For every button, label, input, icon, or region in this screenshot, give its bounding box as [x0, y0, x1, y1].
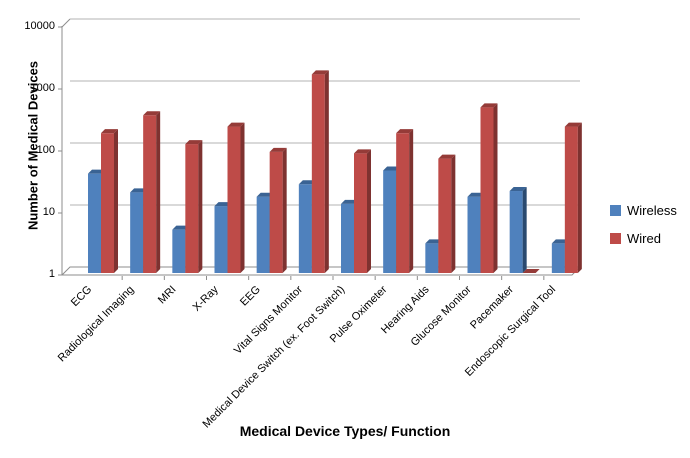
bar-top-wireless-mri — [172, 225, 190, 230]
bar-wireless-hearing-aids[interactable] — [425, 243, 439, 273]
bar-wireless-ecg[interactable] — [88, 173, 101, 273]
bar-top-wired-mri — [185, 140, 203, 145]
bar-wireless-pacemaker[interactable] — [509, 191, 523, 273]
bar-top-wired-ecg — [101, 129, 118, 134]
bar-wired-x-ray[interactable] — [227, 126, 241, 273]
bar-side-wired-eeg — [282, 147, 287, 273]
bar-wireless-mri[interactable] — [172, 229, 186, 273]
y-tick-label-10000: 10000 — [24, 20, 55, 32]
bar-wired-radiological-imaging[interactable] — [143, 115, 157, 273]
legend-label-wired: Wired — [627, 231, 661, 246]
bar-wired-eeg[interactable] — [269, 151, 283, 273]
bar-top-wireless-x-ray — [214, 202, 232, 207]
bar-wireless-endoscopic-surgical-tool[interactable] — [551, 243, 565, 273]
bar-side-wired-vital-signs-monitor — [324, 70, 329, 273]
bar-wired-endoscopic-surgical-tool[interactable] — [564, 126, 578, 273]
wall-edge-top — [61, 18, 71, 28]
bar-wired-vital-signs-monitor[interactable] — [311, 74, 325, 273]
legend-swatch-wired — [610, 233, 621, 244]
bar-top-wireless-hearing-aids — [425, 239, 443, 244]
bar-side-wired-ecg — [114, 129, 118, 273]
legend-swatch-wireless — [610, 205, 621, 216]
bar-top-wired-pulse-oximeter — [396, 129, 414, 134]
y-tick-label-1: 1 — [49, 268, 55, 280]
bar-wireless-medical-device-switch-ex-foot-switch[interactable] — [341, 203, 354, 273]
x-tick-label-x-ray: X-Ray — [191, 283, 221, 313]
bar-wireless-radiological-imaging[interactable] — [130, 192, 144, 273]
bar-top-wired-pacemaker — [522, 269, 540, 273]
bar-side-wired-mri — [198, 140, 203, 273]
bar-wireless-x-ray[interactable] — [214, 206, 228, 273]
x-tick-label-ecg: ECG — [69, 284, 94, 309]
x-tick-label-endoscopic-surgical-tool: Endoscopic Surgical Tool — [463, 284, 558, 379]
y-tick-label-100: 100 — [37, 144, 55, 156]
y-axis-title: Number of Medical Devices — [25, 60, 41, 231]
x-tick-label-eeg: EEG — [238, 284, 263, 309]
bar-side-wired-endoscopic-surgical-tool — [577, 122, 582, 273]
bar-top-wireless-pulse-oximeter — [383, 166, 401, 171]
x-axis-title: Medical Device Types/ Function — [239, 423, 451, 439]
bar-top-wireless-medical-device-switch-ex-foot-switch — [341, 199, 358, 204]
bar-wired-medical-device-switch-ex-foot-switch[interactable] — [354, 153, 367, 273]
x-tick-label-radiological-imaging: Radiological Imaging — [56, 284, 137, 365]
y-tick-label-10: 10 — [43, 206, 55, 218]
bar-wired-hearing-aids[interactable] — [438, 158, 452, 273]
bar-top-wireless-pacemaker — [509, 187, 527, 192]
bar-top-wired-hearing-aids — [438, 154, 456, 159]
bar-side-wired-x-ray — [240, 122, 245, 273]
bar-side-wired-hearing-aids — [451, 154, 456, 273]
legend-item-wireless[interactable]: Wireless — [610, 203, 677, 218]
bar-top-wireless-radiological-imaging — [130, 188, 148, 193]
bar-side-wired-medical-device-switch-ex-foot-switch — [367, 149, 371, 273]
x-tick-label-mri: MRI — [156, 284, 179, 307]
bar-side-wireless-pacemaker — [522, 187, 527, 273]
bar-wireless-glucose-monitor[interactable] — [467, 196, 481, 273]
bar-top-wired-x-ray — [227, 122, 245, 127]
bar-side-wired-radiological-imaging — [156, 111, 161, 273]
bar-top-wireless-eeg — [256, 192, 274, 197]
bar-top-wired-medical-device-switch-ex-foot-switch — [354, 149, 371, 154]
bar-top-wired-glucose-monitor — [480, 103, 498, 108]
bar-side-wired-pulse-oximeter — [409, 129, 414, 273]
bar-top-wired-eeg — [269, 147, 287, 152]
bar-top-wireless-ecg — [88, 169, 105, 174]
legend-label-wireless: Wireless — [627, 203, 677, 218]
bar-wireless-eeg[interactable] — [256, 196, 270, 273]
bar-top-wired-radiological-imaging — [143, 111, 161, 116]
bar-top-wireless-vital-signs-monitor — [298, 180, 316, 185]
bar-top-wired-endoscopic-surgical-tool — [564, 122, 582, 127]
bar-top-wireless-glucose-monitor — [467, 192, 485, 197]
bar-side-wired-glucose-monitor — [493, 103, 498, 274]
bar-wireless-pulse-oximeter[interactable] — [383, 170, 397, 273]
bar-top-wired-vital-signs-monitor — [311, 70, 329, 75]
legend-item-wired[interactable]: Wired — [610, 231, 677, 246]
bar-wireless-vital-signs-monitor[interactable] — [298, 184, 312, 273]
bar-wired-mri[interactable] — [185, 144, 199, 273]
bar-wired-glucose-monitor[interactable] — [480, 107, 494, 274]
bar-top-wireless-endoscopic-surgical-tool — [551, 239, 569, 244]
y-tick-label-1000: 1000 — [31, 82, 55, 94]
bar-wired-ecg[interactable] — [101, 133, 114, 273]
legend: Wireless Wired — [610, 203, 677, 259]
bar-wired-pulse-oximeter[interactable] — [396, 133, 410, 273]
